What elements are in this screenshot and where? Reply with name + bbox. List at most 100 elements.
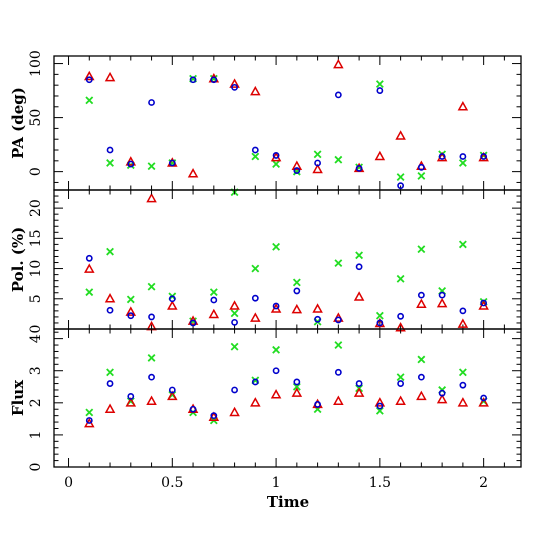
pa-green-point <box>106 159 114 167</box>
pol-blue-point <box>480 299 488 307</box>
pa-blue-point <box>355 164 363 172</box>
pol-red-point <box>353 291 365 301</box>
pol-red-point <box>104 293 116 303</box>
pa-green-point <box>375 80 384 89</box>
pol-y-axis-label: Pol. (%) <box>9 227 27 292</box>
flux-y-tick-label: 2 <box>28 398 44 407</box>
flux-red-point <box>395 395 406 405</box>
pol-blue-point <box>417 291 425 299</box>
pa-green-point <box>334 155 343 164</box>
pol-y-tick-label: 0 <box>28 325 44 334</box>
pol-red-point <box>229 300 240 310</box>
pa-blue-point <box>334 91 342 99</box>
pol-blue-point <box>127 312 135 320</box>
flux-red-point <box>270 389 282 399</box>
flux-blue-point <box>438 389 446 397</box>
pol-green-point <box>334 259 343 268</box>
x-tick-label: 0.5 <box>161 475 183 491</box>
flux-green-point <box>375 406 384 415</box>
flux-blue-point <box>480 394 488 402</box>
pol-blue-point <box>168 295 176 303</box>
pa-blue-point <box>417 163 425 171</box>
flux-blue-point <box>127 392 135 400</box>
flux-blue-point <box>314 401 321 408</box>
pol-blue-point <box>355 263 363 271</box>
pa-red-point <box>104 71 116 82</box>
pa-green-point <box>417 172 426 180</box>
flux-green-point <box>417 355 426 364</box>
pa-green-point <box>85 96 94 105</box>
pa-y-tick-label: 0 <box>28 167 44 176</box>
pol-green-point <box>251 264 260 273</box>
x-tick-label: 0 <box>64 475 73 491</box>
pol-blue-point <box>85 254 93 262</box>
pa-red-point <box>250 85 261 96</box>
flux-green-point <box>85 408 94 417</box>
flux-blue-point <box>397 380 405 387</box>
flux-red-point <box>250 397 261 407</box>
pol-red-point <box>416 298 427 308</box>
flux-red-point <box>478 397 489 407</box>
pa-blue-point <box>314 159 321 167</box>
flux-y-tick-label: 4 <box>28 334 44 343</box>
x-tick-label: 1 <box>272 475 281 491</box>
pa-blue-point <box>189 76 197 84</box>
pa-y-tick-label: 100 <box>28 50 44 77</box>
pol-green-point <box>106 247 114 256</box>
pa-red-point <box>457 101 469 111</box>
pol-green-point <box>272 242 281 251</box>
flux-blue-point <box>417 373 425 381</box>
flux-red-point <box>457 397 469 407</box>
pa-red-point <box>229 78 240 88</box>
pa-green-point <box>272 160 281 169</box>
pa-red-point <box>187 168 199 178</box>
flux-green-point <box>230 342 239 351</box>
flux-red-point <box>104 403 116 413</box>
flux-blue-point <box>168 386 176 394</box>
flux-y-axis-label: Flux <box>9 379 27 416</box>
pol-blue-point <box>293 287 301 295</box>
pol-red-point <box>208 308 220 319</box>
flux-red-point <box>125 397 137 407</box>
flux-blue-point <box>189 405 197 413</box>
pa-blue-point <box>376 87 384 94</box>
flux-blue-point <box>251 378 259 386</box>
flux-blue-point <box>376 402 384 410</box>
pol-green-point <box>417 245 426 254</box>
pol-green-point <box>375 311 384 320</box>
pa-blue-point <box>148 99 155 106</box>
pa-blue-point <box>480 153 488 160</box>
flux-blue-point <box>459 381 467 389</box>
pa-red-point <box>333 58 344 69</box>
flux-red-point <box>436 393 448 404</box>
pa-red-point <box>312 163 323 174</box>
pol-blue-point <box>189 319 197 327</box>
pa-blue-point <box>459 153 467 160</box>
pa-green-point <box>458 159 467 167</box>
pa-blue-point <box>168 159 176 167</box>
pa-y-axis-label: PA (deg) <box>9 87 27 159</box>
flux-red-point <box>229 406 240 417</box>
pa-blue-point <box>251 146 259 154</box>
flux-red-point <box>291 387 303 397</box>
pol-red-point <box>312 303 323 313</box>
pa-panel-frame <box>53 55 522 191</box>
pa-red-point <box>84 70 95 81</box>
pa-blue-point <box>397 182 405 190</box>
pol-blue-point <box>397 312 405 320</box>
pa-green-point <box>147 162 156 171</box>
flux-red-point <box>167 390 178 401</box>
pol-blue-point <box>334 316 342 324</box>
flux-blue-point <box>148 373 155 381</box>
flux-y-tick-label: 0 <box>28 463 44 472</box>
pol-green-point <box>126 295 135 304</box>
pa-blue-point <box>438 153 446 160</box>
flux-blue-point <box>106 380 114 387</box>
flux-blue-point <box>272 367 280 375</box>
flux-panel-frame <box>53 328 522 468</box>
flux-red-point <box>416 390 427 401</box>
pa-green-point <box>313 150 322 159</box>
pa-blue-point <box>272 152 280 159</box>
pa-blue-point <box>127 160 135 168</box>
